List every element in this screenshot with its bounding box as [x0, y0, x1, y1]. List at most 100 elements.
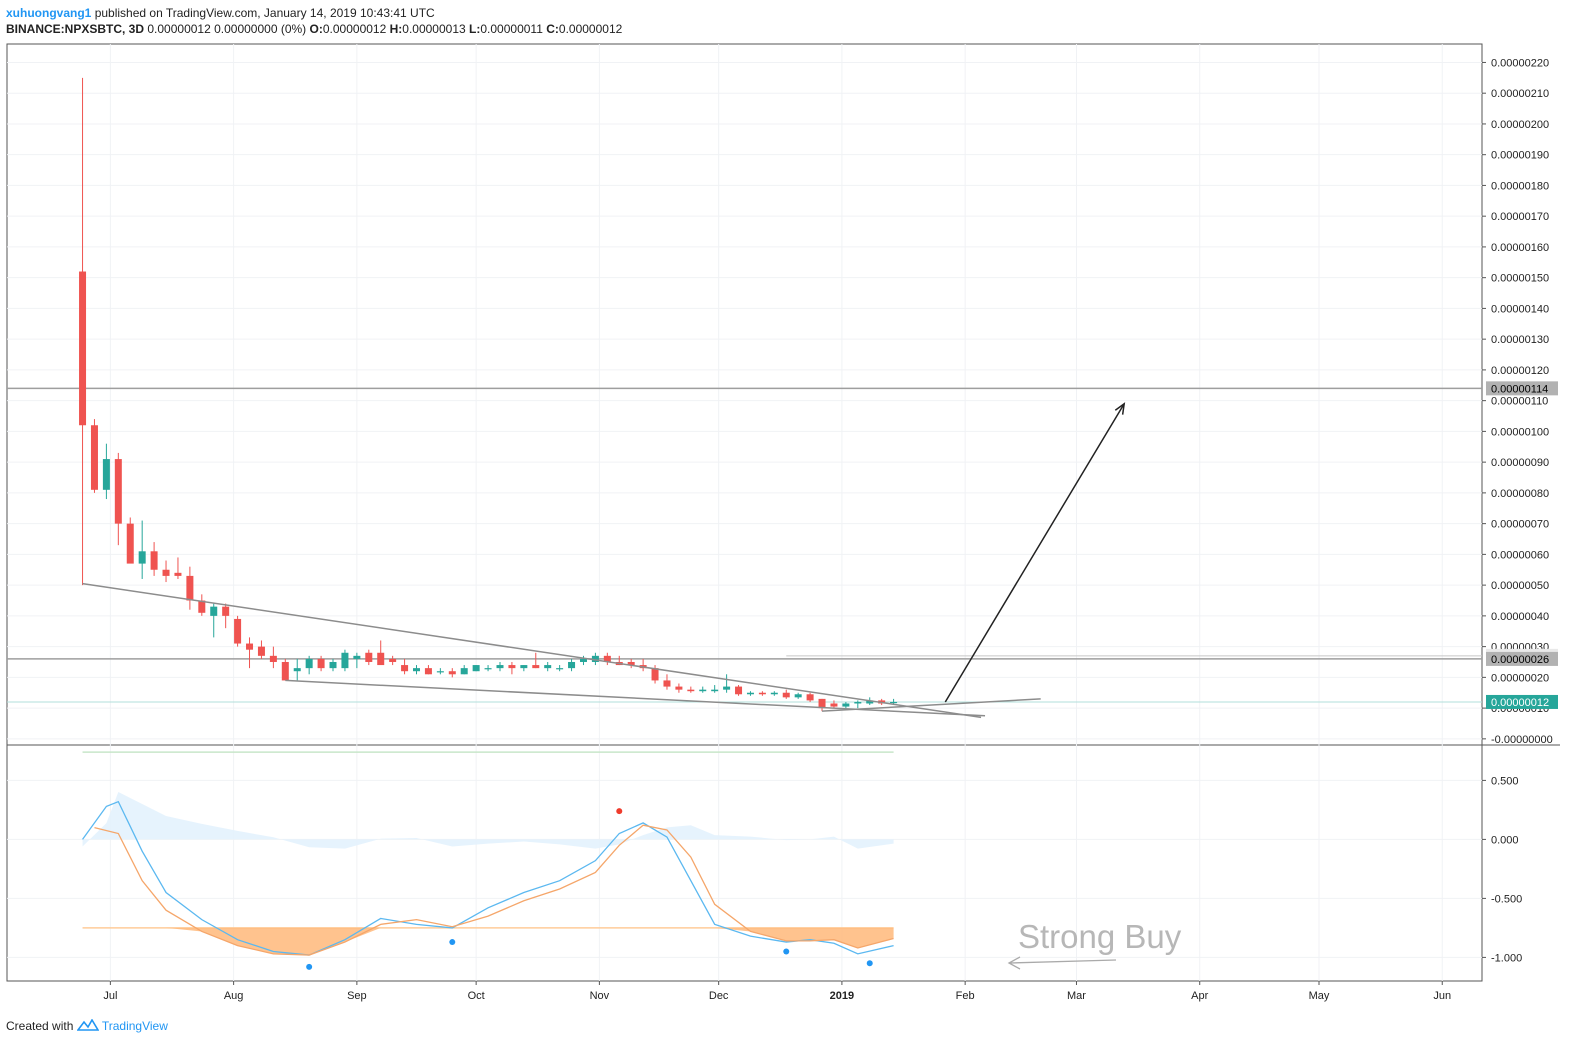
- x-tick-label: 2019: [830, 990, 854, 1002]
- pointer-arrow-head-icon: [1007, 956, 1021, 970]
- trendline-converge-line: [821, 698, 1041, 712]
- candle-up: [520, 665, 528, 669]
- oscillator-series-line: [94, 824, 894, 956]
- candle-up: [699, 689, 707, 692]
- tradingview-brand[interactable]: TradingView: [101, 1019, 168, 1033]
- x-tick-label: Apr: [1191, 990, 1208, 1002]
- candle-down: [150, 551, 158, 570]
- osc-y-tick-label: -0.500: [1491, 893, 1522, 905]
- candle-up: [711, 689, 719, 692]
- candle-up: [854, 701, 862, 704]
- candle-down: [317, 658, 325, 669]
- ohlc-line: BINANCE:NPXSBTC, 3D 0.00000012 0.0000000…: [6, 21, 622, 37]
- candle-down: [198, 600, 206, 613]
- close-label: C:: [546, 22, 559, 36]
- signal-dot: [449, 939, 456, 946]
- open-label: O:: [309, 22, 323, 36]
- low-value: 0.00000011: [480, 22, 543, 36]
- signal-dot: [306, 963, 313, 970]
- x-tick-label: Aug: [224, 990, 244, 1002]
- price-badge: [1486, 694, 1558, 709]
- x-tick-label: Dec: [709, 990, 729, 1002]
- signal-dot: [616, 808, 623, 815]
- y-tick-label: 0.00000100: [1491, 426, 1549, 438]
- candle-down: [627, 661, 635, 666]
- price-badge-label: 0.00000026: [1491, 654, 1549, 666]
- trendline-lower: [285, 679, 986, 717]
- histogram-area: [82, 791, 894, 849]
- author-link[interactable]: xuhuongvang1: [6, 6, 92, 20]
- y-tick-label: 0.00000020: [1491, 672, 1549, 684]
- candle-up: [138, 551, 146, 564]
- y-tick-label: 0.00000130: [1491, 334, 1549, 346]
- x-tick-label: Feb: [956, 990, 975, 1002]
- candle-up: [329, 661, 337, 669]
- candle-up: [544, 665, 552, 669]
- candle-up: [210, 606, 218, 616]
- price-badge: [1486, 381, 1558, 396]
- candle-up: [496, 665, 504, 669]
- y-tick-label: 0.00000170: [1491, 211, 1549, 223]
- x-tick-label: Mar: [1067, 990, 1086, 1002]
- candle-down: [114, 459, 122, 524]
- strong-buy-annotation: Strong Buy: [1018, 918, 1182, 955]
- tradingview-logo-icon: [76, 1018, 102, 1033]
- high-label: H:: [389, 22, 403, 36]
- candle-up: [794, 694, 802, 698]
- candle-down: [246, 643, 254, 650]
- symbol-label: BINANCE:NPXSBTC, 3D: [6, 22, 145, 36]
- candle-down: [532, 665, 540, 669]
- x-tick-label: Nov: [590, 990, 610, 1002]
- footer: Created with TradingView: [6, 1018, 168, 1034]
- candle-down: [758, 692, 766, 695]
- y-tick-label: 0.00000180: [1491, 180, 1549, 192]
- candle-up: [102, 459, 110, 490]
- candle-down: [186, 575, 194, 601]
- strong-buy-pointer: [1009, 959, 1117, 964]
- candle-down: [424, 668, 432, 675]
- arrow-head-icon: [1114, 402, 1126, 415]
- candle-up: [472, 665, 480, 672]
- y-tick-label: 0.00000110: [1491, 396, 1548, 408]
- x-tick-label: May: [1309, 990, 1330, 1002]
- candle-up: [341, 652, 349, 669]
- y-tick-label: 0.00000070: [1491, 519, 1549, 531]
- candle-up: [556, 668, 564, 670]
- y-tick-label: 0.00000150: [1491, 273, 1549, 285]
- y-tick-label: 0.00000080: [1491, 488, 1549, 500]
- x-tick-label: Jul: [103, 990, 117, 1002]
- candle-down: [401, 665, 409, 672]
- candle-down: [365, 652, 373, 662]
- oversold-fill: [94, 927, 894, 956]
- candle-down: [126, 523, 134, 564]
- candle-up: [460, 668, 468, 675]
- candle-down: [687, 689, 695, 692]
- chart-header: xuhuongvang1 published on TradingView.co…: [6, 5, 622, 37]
- y-tick-label: 0.00000120: [1491, 365, 1549, 377]
- low-label: L:: [469, 22, 481, 36]
- y-tick-label: 0.00000060: [1491, 549, 1549, 561]
- y-tick-label: 0.00000090: [1491, 457, 1549, 469]
- candle-down: [603, 655, 611, 662]
- candle-up: [413, 668, 421, 672]
- candle-up: [746, 692, 754, 695]
- y-tick-label: 0.00000040: [1491, 611, 1549, 623]
- candle-down: [269, 655, 277, 662]
- candle-up: [436, 671, 444, 673]
- candle-up: [890, 701, 898, 704]
- oscillator-series-line: [82, 800, 894, 956]
- candle-down: [377, 652, 385, 666]
- osc-y-tick-label: 0.000: [1491, 834, 1519, 846]
- y-tick-label: -0.00000000: [1491, 734, 1553, 746]
- y-tick-label: 0.00000140: [1491, 303, 1549, 315]
- candle-down: [782, 692, 790, 698]
- y-tick-label: 0.00000050: [1491, 580, 1549, 592]
- candle-up: [866, 700, 874, 704]
- candle-down: [675, 686, 683, 690]
- candle-down: [389, 658, 397, 662]
- candle-up: [770, 692, 778, 695]
- candle-up: [591, 655, 599, 662]
- trendline-projection-arrow: [944, 403, 1125, 703]
- candle-down: [663, 680, 671, 687]
